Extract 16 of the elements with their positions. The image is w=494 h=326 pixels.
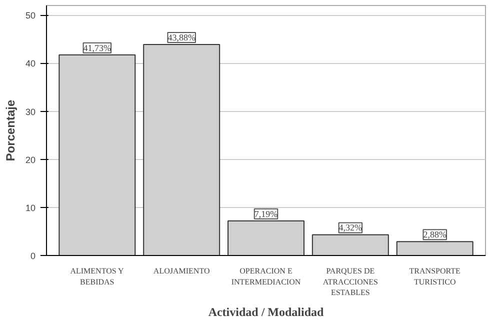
bar: [396, 241, 474, 256]
x-tick-label: TRANSPORTE TURISTICO: [409, 266, 460, 286]
bar: [228, 220, 304, 256]
y-tick-label: 10: [25, 202, 36, 213]
x-axis-title: Actividad / Modalidad: [208, 305, 324, 320]
x-tick-label: OPERACION E INTERMEDIACION: [231, 266, 301, 286]
x-tick-label: ALIMENTOS Y BEBIDAS: [70, 266, 124, 286]
y-tick-label: 30: [25, 106, 36, 117]
y-tick-label: 20: [25, 154, 36, 165]
y-tick-label: 0: [30, 251, 36, 261]
x-tick-label: PARQUES DE ATRACCIONES ESTABLES: [322, 266, 378, 298]
x-tick-label: ALOJAMIENTO: [153, 266, 210, 276]
y-axis-title: Porcentaje: [3, 99, 18, 162]
bar: [312, 234, 389, 256]
y-tick-label: 50: [25, 10, 36, 21]
y-tick-label: 40: [25, 58, 36, 69]
